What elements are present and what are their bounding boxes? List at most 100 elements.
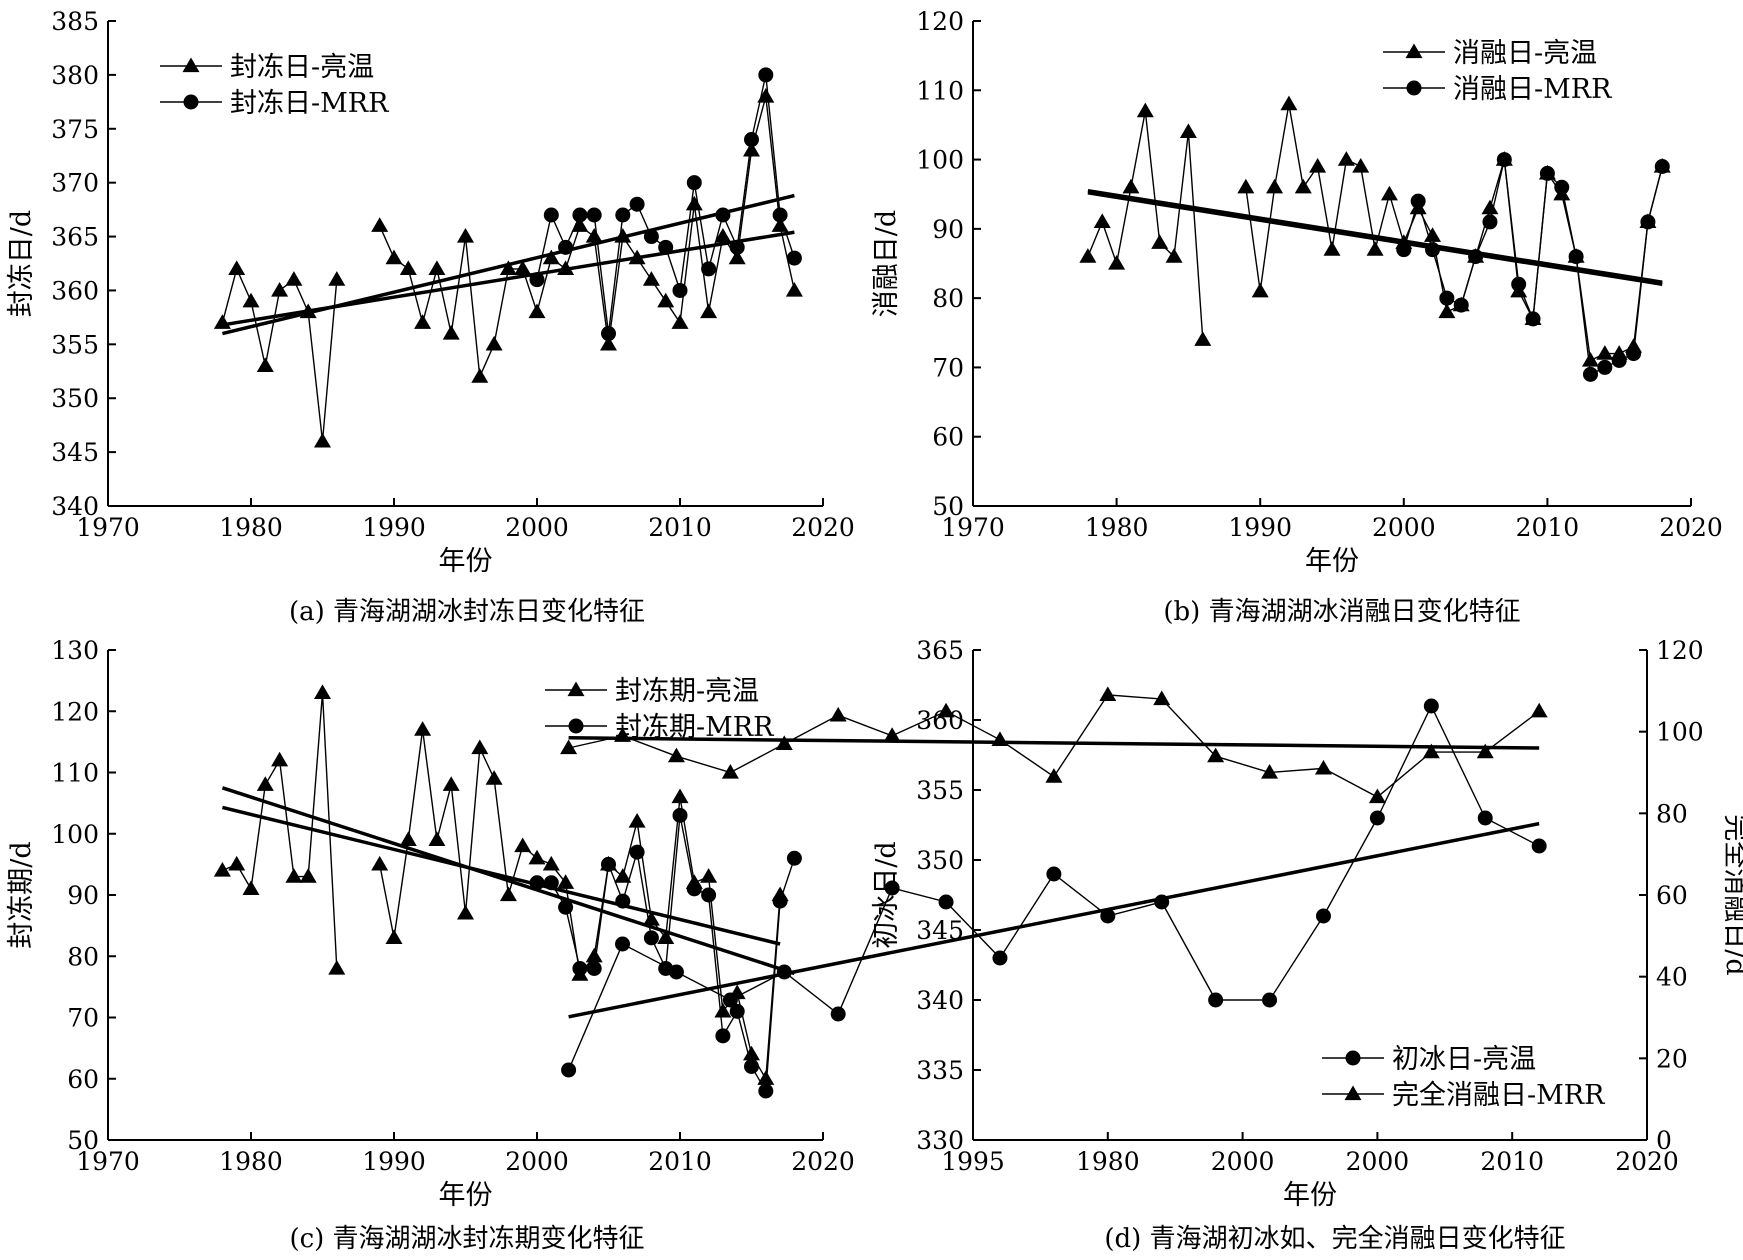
panel-c-series-1-point xyxy=(628,813,646,828)
panel-d-series-2-point xyxy=(775,735,793,751)
panel-a-series-1-point xyxy=(514,260,532,276)
panel-b-x-tick-label: 2020 xyxy=(1659,513,1723,542)
panel-a-x-tick-label: 2020 xyxy=(791,513,855,542)
panel-d-x-tick-label: 2020 xyxy=(1615,1147,1679,1176)
panel-c-series-1-point xyxy=(499,886,517,902)
panel-d-series-2-point xyxy=(667,747,685,763)
panel-a-series-2-point xyxy=(744,132,759,148)
panel-c-series-2-point xyxy=(543,875,559,891)
panel-a-series-2-point xyxy=(572,207,588,223)
panel-c-series-2-point xyxy=(643,930,659,946)
panel-c-series-1-point xyxy=(642,911,660,926)
panel-c-y-label: 封冻期/d xyxy=(6,841,37,948)
panel-c-series-2-point xyxy=(758,1083,774,1099)
panel-c-series-2-point xyxy=(786,850,802,866)
panel-d-y2-tick-label: 100 xyxy=(1656,718,1704,747)
panel-b-series-1-point xyxy=(1309,158,1327,173)
panel-c-series-1-point xyxy=(528,849,546,865)
panel-d-series-1-point xyxy=(668,964,684,980)
panel-c-series-1-point xyxy=(757,1070,775,1085)
panel-d-series-1-point xyxy=(1531,838,1547,854)
panel-d-series-1-trend-line xyxy=(568,821,1540,1019)
panel-b-series-1-point xyxy=(1366,241,1384,256)
panel-c-caption: (c) 青海湖湖冰封冻期变化特征 xyxy=(289,1224,644,1254)
panel-c-y-tick-label: 120 xyxy=(51,697,99,726)
panel-a-series-2-point xyxy=(729,239,745,255)
panel-a-y-tick-label: 355 xyxy=(51,330,99,359)
panel-a-series-1-point xyxy=(385,249,403,265)
panel-b-y-tick-label: 60 xyxy=(932,423,964,452)
panel-a-series-2-point xyxy=(558,239,574,255)
panel-c-series-2-point xyxy=(729,1003,745,1019)
panel-c-x-tick-label: 2000 xyxy=(505,1147,569,1176)
panel-a-x-tick-label: 1980 xyxy=(219,513,283,542)
panel-b-series-1-point xyxy=(1438,303,1456,319)
panel-d-series-1-line xyxy=(567,704,1540,1071)
panel-b-series-1-point xyxy=(1108,255,1126,270)
panel-d-series-2-point xyxy=(1476,743,1494,759)
panel-c-series-1-point xyxy=(442,776,460,791)
panel-d-series-1-point xyxy=(992,950,1008,966)
panel-c-series-1-point xyxy=(485,770,503,785)
panel-d-series-2-point xyxy=(1530,702,1548,718)
panel-a-series-2-trend-line xyxy=(222,230,795,327)
panel-c-series-1-point xyxy=(371,855,389,871)
panel-c-y-tick-label: 100 xyxy=(51,820,99,849)
panel-a-y-tick-label: 385 xyxy=(51,7,99,36)
panel-d-y-tick-label: 340 xyxy=(916,986,964,1015)
panel-a-series-1-point xyxy=(600,335,617,351)
panel-b-series-2-line xyxy=(1403,159,1663,376)
panel-d-series-2-point xyxy=(883,727,901,742)
panel-d-series-2-point xyxy=(1368,788,1386,804)
panel-b-legend-marker-2 xyxy=(1406,80,1422,96)
panel-c-series-1-point xyxy=(242,880,260,895)
panel-a-series-1-point xyxy=(657,292,675,308)
panel-d-x-label: 年份 xyxy=(1283,1180,1337,1211)
panel-c-y-tick-label: 70 xyxy=(67,1004,99,1033)
panel-c-series-1-point xyxy=(671,788,689,804)
panel-a-series-2-point xyxy=(586,207,602,223)
panel-d-legend-label-1: 初冰日-亮温 xyxy=(1392,1044,1536,1075)
panel-a-x-label: 年份 xyxy=(439,546,493,577)
panel-b-series-1-point xyxy=(1151,234,1169,249)
panel-a-legend-label-2: 封冻日-MRR xyxy=(230,88,389,119)
panel-b-series-1-point xyxy=(1237,178,1255,194)
panel-b-series-2-point xyxy=(1439,290,1455,306)
panel-a-series-1-point xyxy=(614,228,632,243)
panel-a-series-2 xyxy=(222,67,802,342)
panel-a-series-2-point xyxy=(715,207,731,223)
panel-d-y2-tick-label: 80 xyxy=(1656,799,1688,828)
panel-a-x-tick-label: 2000 xyxy=(505,513,569,542)
panel-d-y2-tick-label: 120 xyxy=(1656,636,1704,665)
panel-b-x-tick-label: 1980 xyxy=(1085,513,1149,542)
panel-b-series-2-point xyxy=(1539,165,1555,181)
panel-c-legend-marker-2 xyxy=(568,718,584,734)
panel-c-legend-marker-1 xyxy=(567,681,585,697)
panel-a-series-1-point xyxy=(700,303,718,319)
panel-a-x-tick-label: 1990 xyxy=(362,513,426,542)
panel-b-series-2 xyxy=(1087,152,1670,382)
panel-b-series-2-point xyxy=(1396,242,1412,258)
panel-c-y-tick-label: 60 xyxy=(67,1065,99,1094)
panel-a-legend-marker-2 xyxy=(183,94,199,110)
panel-b-series-1-point xyxy=(1194,331,1212,346)
panel-a-series-2-point xyxy=(601,326,616,342)
panel-c-series-2-line xyxy=(537,815,796,1094)
panel-c-series-1-point xyxy=(743,1045,760,1061)
panel-b-series-1-point xyxy=(1122,178,1140,194)
panel-c-series-1 xyxy=(213,684,789,1085)
panel-a-series-2-point xyxy=(543,207,559,223)
panel-c-series-1-point xyxy=(213,862,231,877)
panel-b-legend-label-2: 消融日-MRR xyxy=(1453,74,1612,105)
panel-c-series-2 xyxy=(221,786,802,1099)
panel-b-series-1-point xyxy=(1251,282,1269,298)
panel-c-series-1-point xyxy=(514,837,532,853)
panel-b-series-1-point xyxy=(1294,178,1312,194)
panel-d-series-2-point xyxy=(991,731,1009,746)
panel-d-x-tick-label: 2010 xyxy=(1480,1147,1544,1176)
panel-b-series-2-point xyxy=(1468,249,1484,265)
panel-a-series-1-point xyxy=(499,260,517,276)
panel-c-series-1-point xyxy=(700,868,718,883)
panel-a-series-1-point xyxy=(528,303,546,319)
panel-b-y-tick-label: 110 xyxy=(916,76,964,105)
